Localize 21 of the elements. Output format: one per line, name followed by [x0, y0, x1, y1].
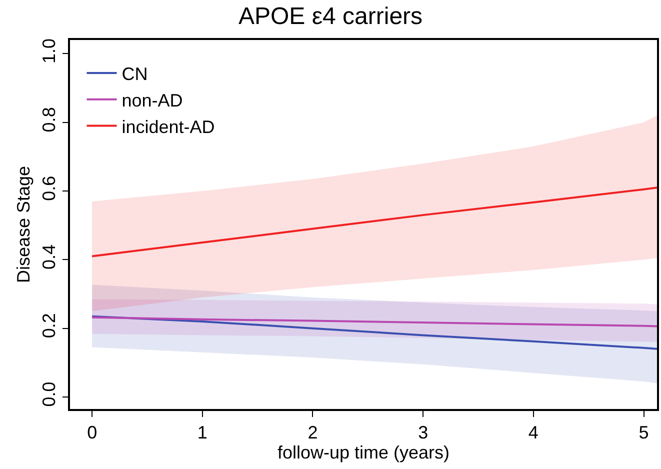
- legend-label: non-AD: [122, 90, 183, 110]
- x-tick-label: 3: [418, 422, 428, 442]
- y-axis-title: Disease Stage: [14, 166, 34, 284]
- legend-label: incident-AD: [122, 116, 215, 137]
- y-tick-label: 0.0: [39, 382, 60, 407]
- legend-label: CN: [122, 64, 148, 84]
- x-tick-label: 5: [638, 422, 649, 442]
- y-tick-label: 0.8: [39, 107, 60, 132]
- chart-title: APOE ε4 carriers: [238, 2, 423, 30]
- line-series: [91, 316, 657, 328]
- x-tick-label: 0: [87, 422, 98, 442]
- x-tick-label: 2: [308, 422, 318, 442]
- y-tick-label: 1.0: [39, 38, 60, 64]
- x-tick-label: 1: [197, 422, 208, 442]
- y-tick-label: 0.6: [39, 176, 60, 201]
- line-series: [91, 186, 657, 258]
- x-axis-title: follow-up time (years): [277, 442, 450, 462]
- x-tick-label: 4: [528, 422, 538, 442]
- y-tick-label: 0.2: [39, 313, 60, 338]
- y-tick-label: 0.4: [39, 244, 60, 270]
- line-series: [91, 315, 657, 350]
